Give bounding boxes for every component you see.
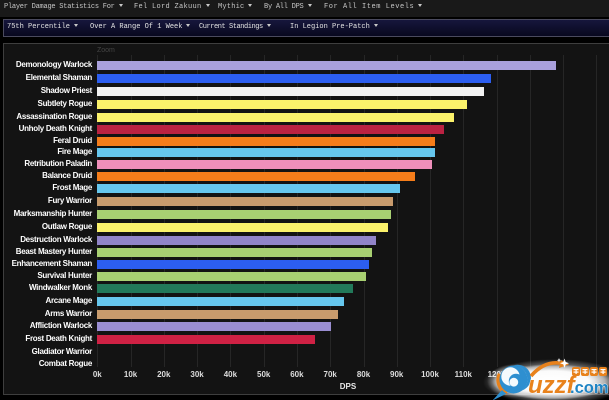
svg-text:.com: .com [570, 379, 609, 397]
svg-text:uzzf: uzzf [528, 372, 577, 399]
